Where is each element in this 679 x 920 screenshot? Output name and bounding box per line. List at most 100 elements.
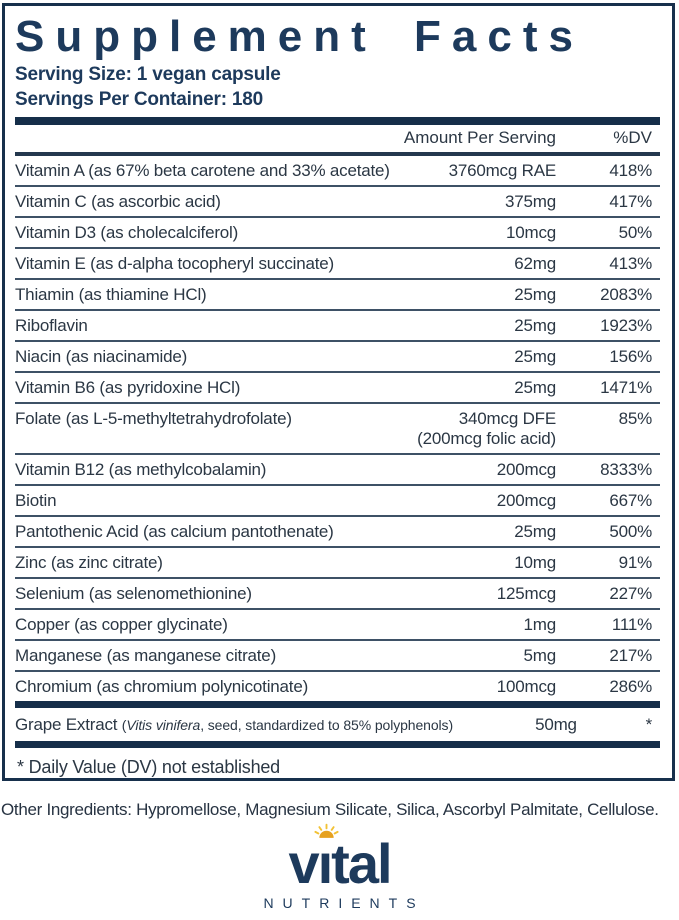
amount-line1: 5mg [523,645,557,665]
nutrient-name: Selenium (as selenomethionine) [15,583,252,603]
nutrient-dv: 667% [609,490,652,510]
amount-line1: 25mg [514,346,556,366]
amount-line1: 10mcg [505,222,556,242]
logo-subtext: NUTRIENTS [263,895,425,911]
grape-extract-dv: * [645,714,653,734]
amount-line1: 340mcg DFE [458,408,556,428]
nutrient-dv: 286% [609,676,652,696]
nutrient-amount: 10mcg [398,223,556,243]
nutrient-rows: Vitamin A (as 67% beta carotene and 33% … [15,156,660,701]
grape-detail-rest: , seed, standardized to 85% polyphenols) [200,716,454,733]
amount-line1: 375mg [505,191,556,211]
sun-icon [314,823,340,838]
nutrient-amount: 62mg [398,254,556,274]
amount-line1: 200mcg [496,490,556,510]
servings-per-container: Servings Per Container: 180 [15,88,264,110]
nutrient-dv: 413% [609,253,652,273]
nutrient-name: Vitamin D3 (as cholecalciferol) [15,222,239,242]
nutrient-dv: 500% [609,521,652,541]
amount-line1: 200mcg [496,459,556,479]
table-row: Thiamin (as thiamine HCl) 25mg 2083% [15,280,660,311]
table-row: Copper (as copper glycinate) 1mg 111% [15,610,660,641]
nutrient-dv: 91% [618,552,653,572]
nutrient-amount: 3760mcg RAE [398,160,557,181]
header-underline [15,151,660,156]
nutrient-amount: 125mcg [398,584,556,604]
nutrient-name: Niacin (as niacinamide) [15,346,188,366]
table-row: Vitamin B6 (as pyridoxine HCl) 25mg 1471… [15,373,660,404]
brand-logo: vıtal NUTRIENTS [0,823,679,911]
amount-per-serving-header: Amount Per Serving [403,127,556,147]
table-row: Chromium (as chromium polynicotinate) 10… [15,672,660,701]
logo-wordmark: vıtal [288,832,392,895]
amount-line1: 25mg [514,284,556,304]
nutrient-amount: 25mg [398,347,556,367]
nutrient-name: Vitamin A (as 67% beta carotene and 33% … [15,160,390,180]
grape-extract-row: Grape Extract (Vitis vinifera, seed, sta… [15,708,660,741]
nutrient-dv: 1923% [600,315,652,335]
nutrient-name: Pantothenic Acid (as calcium pantothenat… [15,521,334,541]
grape-paren: ( [121,716,127,733]
nutrient-name: Vitamin B12 (as methylcobalamin) [15,459,267,479]
grape-extract-name: Grape Extract (Vitis vinifera, seed, sta… [15,715,453,735]
nutrient-name: Folate (as L-5-methyltetrahydrofolate) [15,408,292,428]
nutrient-amount: 375mg [398,192,556,212]
nutrient-name: Vitamin B6 (as pyridoxine HCl) [15,377,241,397]
nutrient-name: Riboflavin [15,315,88,335]
nutrient-name: Copper (as copper glycinate) [15,614,228,634]
nutrient-amount: 25mg [398,522,556,542]
table-row: Manganese (as manganese citrate) 5mg 217… [15,641,660,672]
amount-line1: 1mg [523,614,557,634]
table-row: Zinc (as zinc citrate) 10mg 91% [15,548,660,579]
nutrient-amount: 25mg [398,378,556,398]
nutrient-name: Vitamin C (as ascorbic acid) [15,191,221,211]
amount-line1: 10mg [514,552,556,572]
grape-extract-amount: 50mg [535,714,577,734]
table-row: Niacin (as niacinamide) 25mg 156% [15,342,660,373]
nutrient-dv: 111% [611,614,652,634]
nutrient-amount: 340mcg DFE (200mcg folic acid) [398,409,556,449]
nutrient-amount: 25mg [398,316,556,336]
nutrient-dv: 417% [609,191,652,211]
nutrient-dv: 217% [609,645,652,665]
nutrient-name: Chromium (as chromium polynicotinate) [15,676,309,696]
nutrient-dv: 8333% [600,459,652,479]
nutrient-dv: 50% [618,222,653,242]
table-row: Pantothenic Acid (as calcium pantothenat… [15,517,660,548]
dv-footnote: * Daily Value (DV) not established [17,756,280,777]
amount-line1: 100mcg [496,676,556,696]
table-row: Vitamin D3 (as cholecalciferol) 10mcg 50… [15,218,660,249]
nutrient-dv: 2083% [600,284,652,304]
amount-line1: 25mg [514,377,556,397]
table-row: Vitamin A (as 67% beta carotene and 33% … [15,156,660,187]
dv-header: %DV [613,127,652,147]
nutrient-dv: 85% [618,408,653,428]
table-row: Riboflavin 25mg 1923% [15,311,660,342]
amount-line1: 3760mcg RAE [448,160,557,180]
nutrient-name: Manganese (as manganese citrate) [15,645,277,665]
logo-wordmark-wrap: vıtal [288,823,393,895]
table-row: Vitamin E (as d-alpha tocopheryl succina… [15,249,660,280]
amount-line2: (200mcg folic acid) [417,428,556,448]
nutrient-dv: 156% [609,346,652,366]
table-row: Vitamin B12 (as methylcobalamin) 200mcg … [15,455,660,486]
other-ingredients: Other Ingredients: Hypromellose, Magnesi… [1,800,659,819]
table-row: Folate (as L-5-methyltetrahydrofolate) 3… [15,404,660,455]
divider-bar-mid-2 [15,740,660,748]
amount-line1: 25mg [514,521,556,541]
grape-extract-label: Grape Extract [15,714,122,734]
table-header-row: Amount Per Serving %DV [15,125,660,152]
amount-line1: 25mg [514,315,556,335]
nutrient-amount: 100mcg [398,677,556,697]
nutrient-amount: 1mg [398,614,557,635]
table-row: Vitamin C (as ascorbic acid) 375mg 417% [15,187,660,218]
grape-latin-name: Vitis vinifera [126,716,201,733]
nutrient-name: Thiamin (as thiamine HCl) [15,284,207,304]
nutrient-name: Zinc (as zinc citrate) [15,552,163,572]
table-row: Selenium (as selenomethionine) 125mcg 22… [15,579,660,610]
nutrient-dv: 1471% [600,377,652,397]
nutrient-name: Vitamin E (as d-alpha tocopheryl succina… [15,253,334,273]
grape-extract-detail: (Vitis vinifera, seed, standardized to 8… [122,717,453,733]
nutrient-amount: 10mg [398,553,556,573]
